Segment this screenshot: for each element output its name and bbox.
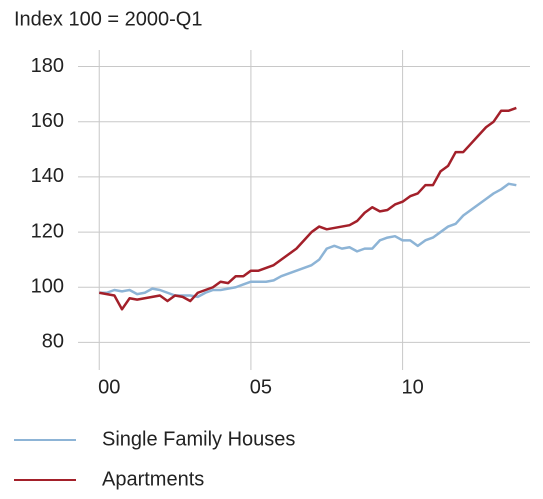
x-tick-label: 05 <box>250 376 272 398</box>
y-tick-label: 160 <box>31 110 64 132</box>
series-line <box>99 106 517 311</box>
y-axis-label: Index 100 = 2000-Q1 <box>14 8 202 30</box>
x-tick-label: 00 <box>98 376 120 398</box>
y-tick-label: 80 <box>42 331 64 353</box>
x-tick-label: 10 <box>401 376 423 398</box>
y-tick-label: 120 <box>31 220 64 242</box>
legend-label: Single Family Houses <box>102 428 295 450</box>
y-tick-label: 140 <box>31 165 64 187</box>
legend-label: Apartments <box>102 468 204 490</box>
y-tick-label: 100 <box>31 276 64 298</box>
y-tick-label: 180 <box>31 55 64 77</box>
series-line <box>99 182 517 299</box>
